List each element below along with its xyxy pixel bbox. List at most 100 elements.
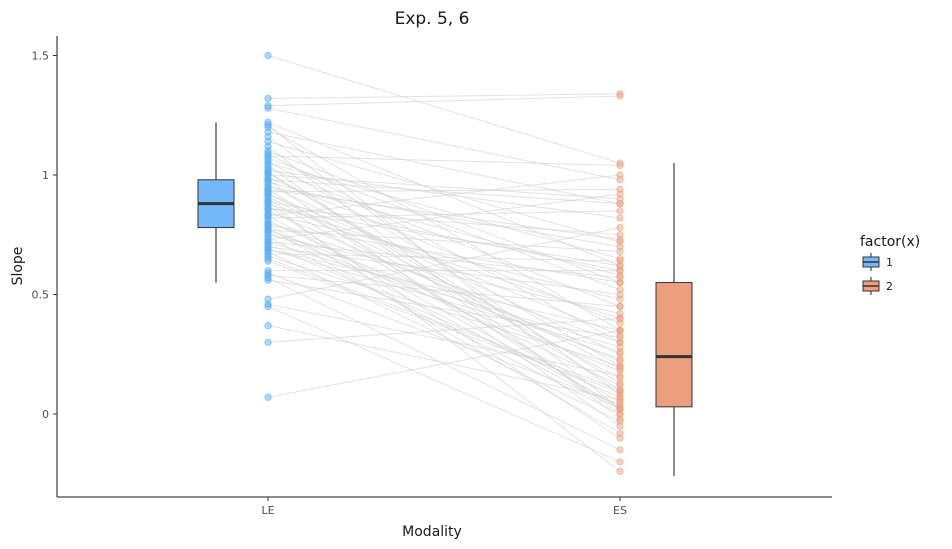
data-point [264,276,272,284]
connector-line [267,224,621,410]
connector-line [267,219,621,386]
connector-line [267,169,621,219]
x-ticks: LE ES [261,497,627,517]
connector-line [267,207,621,236]
legend-entry: 2 [862,277,893,295]
data-point [616,286,624,294]
connector-line [267,174,621,200]
data-point [616,446,624,454]
data-point [264,245,272,253]
connector-line [267,136,621,396]
connector-line [267,179,621,205]
data-point [264,338,272,346]
data-point [616,417,624,425]
data-point [616,207,624,215]
y-tick-label: 1 [42,169,49,182]
data-point [616,362,624,370]
data-point [264,212,272,220]
y-tick-label: 0.5 [32,289,50,302]
connector-line [267,241,621,279]
connector-line [267,155,621,166]
data-point [264,204,272,213]
connector-line [267,210,621,362]
data-point [616,302,624,311]
data-point [264,393,272,401]
data-point [616,200,624,208]
data-point [616,405,624,413]
chart-title: Exp. 5, 6 [395,9,470,29]
connector-line [267,207,621,267]
connector-line [267,188,621,193]
connector-line [267,188,621,410]
connector-line [267,174,621,217]
connector-line [267,253,621,262]
y-tick-label: 1.5 [32,50,50,63]
data-point [264,255,272,263]
x-axis-label: Modality [402,524,462,540]
connector-line [267,227,621,300]
data-point [616,92,624,100]
data-point [616,429,624,437]
legend-entry: 1 [862,253,893,271]
data-point [616,364,624,373]
data-point [616,348,624,356]
data-point [616,458,624,466]
data-point [616,372,624,380]
connector-line [267,55,621,164]
data-point [264,221,272,229]
legend: factor(x) 12 [860,234,920,295]
x-tick-label: ES [613,504,627,517]
legend-entries: 12 [862,253,893,295]
connector-line [267,131,621,205]
connector-line [267,200,621,472]
data-point [264,154,272,162]
connector-line [267,248,621,331]
data-point [616,403,624,411]
connector-line [267,272,621,405]
connector-line [267,329,621,398]
connector-line [267,229,621,360]
boxplot-es [655,163,693,477]
data-point [616,223,624,232]
data-point [264,121,272,129]
data-point [264,300,272,308]
y-tick-label: 0 [42,408,49,421]
data-point [264,51,272,60]
connector-line [267,243,621,398]
data-point [264,197,272,205]
data-point [264,321,272,330]
connector-line [267,124,621,410]
data-point [616,159,624,167]
connector-line [267,305,621,463]
connector-line [267,224,621,284]
connector-line [267,153,621,343]
data-point [616,235,624,244]
data-point [616,467,624,475]
connector-line [267,95,621,107]
data-point [616,355,624,363]
connector-line [267,157,621,291]
legend-label: 2 [886,280,893,293]
data-point [616,90,624,98]
data-point [264,176,272,184]
data-point [264,102,272,110]
y-axis-label: Slope [10,247,26,286]
data-point [616,255,624,263]
box [655,282,693,408]
data-point [264,94,272,103]
data-point [616,262,624,270]
data-point [264,274,272,282]
connector-line [267,317,621,343]
y-ticks: 0 0.5 1 1.5 [32,50,57,421]
boxplot-le [197,122,235,283]
connector-lines [267,55,621,472]
data-point [264,190,272,198]
data-point [616,333,624,342]
data-point [264,104,272,112]
connector-line [267,107,621,181]
connector-line [267,93,621,100]
data-point [616,274,624,282]
connector-line [267,188,621,241]
data-point [616,396,624,404]
